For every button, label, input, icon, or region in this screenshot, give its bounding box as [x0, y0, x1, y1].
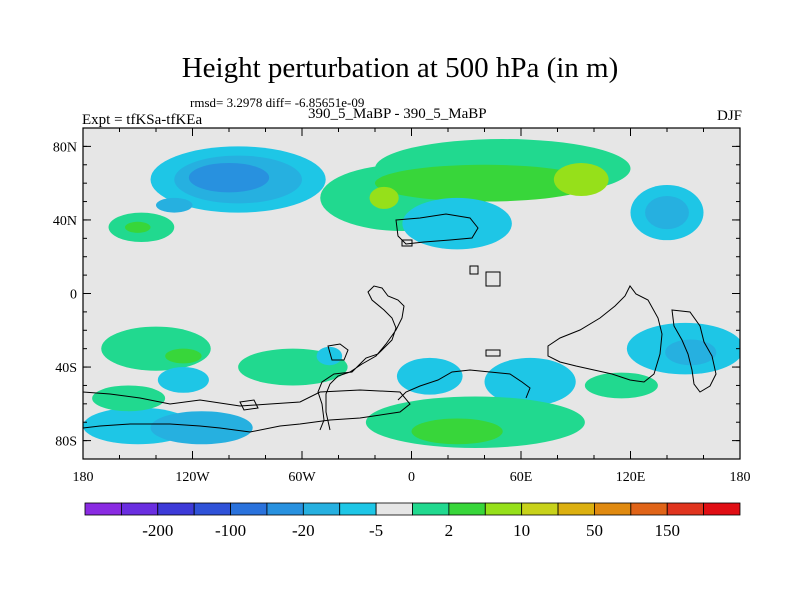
anomaly-region-3 [156, 197, 193, 213]
colorbar-swatch-16 [666, 502, 705, 516]
axes-layer: 180 120W 60W 0 60E 120E 180 80N 40N 0 40S 80S [53, 128, 751, 485]
colorbar-swatch-12 [521, 502, 559, 516]
anomaly-region-28 [411, 418, 503, 445]
colorbar-label-0: -200 [142, 521, 173, 540]
colorbar-swatch-11 [484, 502, 523, 516]
x-tick-label-5: 120E [616, 470, 646, 485]
chart-title: Height perturbation at 500 hPa (in m) [181, 52, 619, 84]
x-tick-label-1: 120W [175, 470, 210, 485]
coastline-small-island-3 [327, 343, 349, 361]
colorbar-label-2: -20 [292, 521, 315, 540]
x-tick-label-3: 0 [408, 470, 415, 485]
coastline-small-island-5 [239, 399, 259, 411]
colorbar-swatch-9 [412, 502, 450, 516]
anomaly-region-10 [553, 162, 609, 197]
season-label: DJF [716, 108, 742, 124]
colorbar-swatch-7 [339, 502, 377, 516]
colorbar-label-3: -5 [369, 521, 383, 540]
coastline-layer [83, 213, 717, 433]
x-tick-label-2: 60W [288, 470, 316, 485]
anomaly-region-19 [396, 357, 463, 395]
anomaly-region-22 [665, 339, 717, 366]
coastline-south-pacific-islands [671, 309, 717, 393]
colorbar-swatch-14 [594, 502, 632, 516]
colorbar-swatch-5 [266, 502, 304, 516]
x-tick-label-6: 180 [730, 470, 751, 485]
anomaly-region-14 [101, 326, 211, 371]
anomaly-region-12 [645, 196, 689, 230]
colorbar-label-1: -100 [215, 521, 246, 540]
y-tick-label-2: 0 [70, 288, 77, 303]
colorbar: -200 -100 -20 -5 2 10 50 150 [84, 502, 741, 540]
anomaly-region-26 [92, 385, 166, 412]
coastline-north-island-1 [395, 213, 479, 245]
colorbar-swatch-3 [193, 502, 231, 516]
stats-text: rmsd= 3.2978 diff= -6.85651e-09 [190, 95, 365, 110]
anomaly-region-15 [165, 348, 202, 364]
coastline-south-america [317, 285, 405, 431]
colorbar-swatch-0 [84, 502, 122, 516]
plot-area [82, 127, 741, 460]
anomaly-region-5 [124, 221, 151, 233]
coastline-small-island-2 [485, 271, 501, 287]
coastline-small-island-4 [485, 349, 501, 357]
coastline-antarctica-shelf [83, 389, 411, 433]
anomaly-region-9 [369, 186, 399, 209]
colorbar-swatch-13 [557, 502, 595, 516]
anomaly-region-23 [584, 372, 658, 399]
colorbar-label-4: 2 [445, 521, 454, 540]
colorbar-label-6: 50 [586, 521, 603, 540]
y-tick-label-3: 40S [55, 361, 77, 376]
anomaly-region-8 [375, 164, 594, 202]
colorbar-swatch-2 [157, 502, 195, 516]
anomaly-region-25 [150, 411, 253, 445]
coastline-africa [397, 369, 531, 401]
colorbar-label-7: 150 [654, 521, 680, 540]
anomaly-region-2 [188, 162, 270, 193]
x-tick-label-4: 60E [510, 470, 533, 485]
coastline-north-island-2 [401, 239, 413, 247]
colorbar-swatch-4 [230, 502, 268, 516]
colorbar-label-5: 10 [513, 521, 530, 540]
anomaly-region-18 [316, 346, 343, 366]
anomaly-layer [83, 139, 740, 448]
anomaly-region-20 [484, 357, 576, 406]
center-label: 390_5_MaBP - 390_5_MaBP [308, 106, 487, 122]
colorbar-swatch-8 [375, 502, 413, 516]
y-tick-label-0: 80N [53, 140, 77, 155]
colorbar-swatch-15 [630, 502, 668, 516]
colorbar-swatch-6 [302, 502, 341, 516]
anomaly-region-17 [157, 367, 209, 393]
colorbar-swatch-10 [448, 502, 486, 516]
x-tick-label-0: 180 [73, 470, 94, 485]
anomaly-region-13 [402, 197, 512, 250]
coastline-australia [547, 285, 663, 383]
coastline-small-island-1 [469, 265, 479, 275]
y-tick-label-4: 80S [55, 435, 77, 450]
colorbar-swatch-17 [703, 502, 741, 516]
left-label: Expt = tfKSa-tfKEa [82, 112, 203, 128]
colorbar-swatch-1 [120, 502, 159, 516]
y-tick-label-1: 40N [53, 214, 77, 229]
